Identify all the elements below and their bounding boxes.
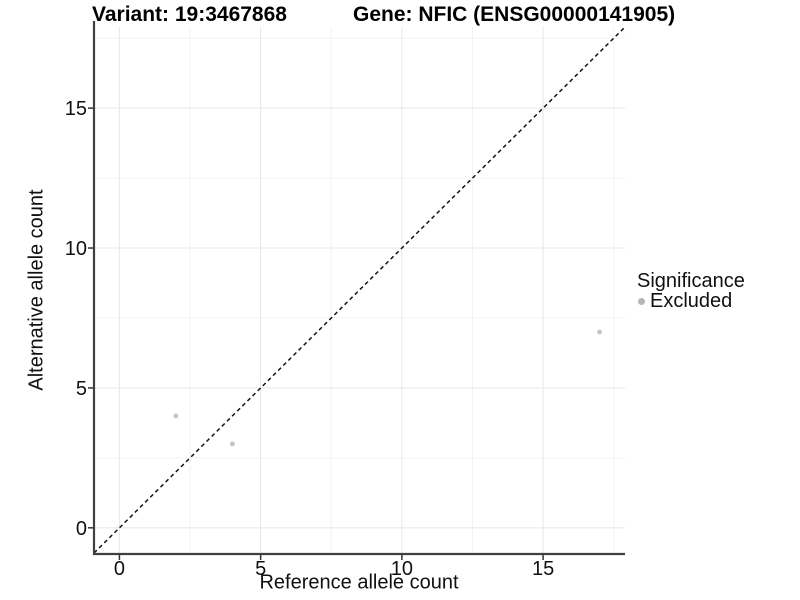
legend-title: Significance <box>637 270 745 292</box>
y-tick-label: 0 <box>76 518 87 540</box>
data-point <box>173 413 179 419</box>
data-point <box>229 441 235 447</box>
x-axis-title: Reference allele count <box>259 571 459 594</box>
legend-items: Excluded <box>637 290 745 312</box>
gene-title: Gene: NFIC (ENSG00000141905) <box>353 3 676 26</box>
y-tick-label: 10 <box>65 238 87 260</box>
identity-dashed-line <box>93 26 626 554</box>
legend: Significance Excluded <box>637 270 745 312</box>
y-axis-title: Alternative allele count <box>25 189 48 391</box>
data-point <box>597 329 602 335</box>
legend-point-icon <box>638 298 645 305</box>
legend-item: Excluded <box>637 290 745 312</box>
x-tick-label: 0 <box>114 558 125 580</box>
x-tick-label: 5 <box>255 558 266 580</box>
y-tick-label: 15 <box>65 98 87 120</box>
variant-title: Variant: 19:3467868 <box>92 3 287 26</box>
x-tick-label: 15 <box>532 558 554 580</box>
y-tick-label: 5 <box>76 378 87 400</box>
legend-item-label: Excluded <box>650 290 733 312</box>
x-tick-label: 10 <box>391 558 413 580</box>
